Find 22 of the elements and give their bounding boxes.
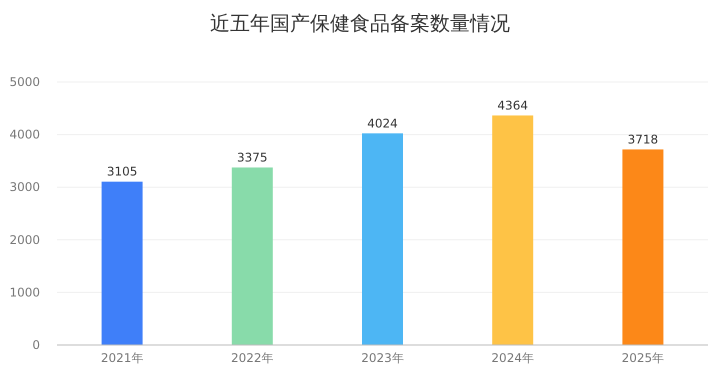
- data-label: 3375: [237, 150, 268, 164]
- y-tick-label: 1000: [9, 285, 40, 300]
- bar: [492, 115, 534, 345]
- y-tick-label: 0: [32, 338, 40, 352]
- chart-title: 近五年国产保健食品备案数量情况: [210, 11, 510, 35]
- y-tick-label: 2000: [9, 232, 40, 247]
- bar: [102, 182, 143, 345]
- data-label: 4364: [497, 98, 528, 112]
- y-tick-label: 5000: [9, 75, 40, 89]
- data-label: 4024: [367, 116, 398, 130]
- x-tick-label: 2025年: [622, 351, 664, 365]
- x-tick-label: 2023年: [361, 351, 404, 365]
- y-tick-label: 4000: [9, 128, 40, 142]
- x-tick-label: 2024年: [491, 351, 534, 365]
- x-tick-label: 2022年: [231, 351, 274, 365]
- y-tick-label: 3000: [9, 180, 40, 194]
- bar: [362, 133, 403, 345]
- x-tick-label: 2021年: [100, 351, 144, 365]
- bar: [232, 167, 273, 345]
- data-label: 3718: [628, 132, 658, 146]
- data-label: 3105: [106, 164, 138, 179]
- bar: [622, 149, 664, 345]
